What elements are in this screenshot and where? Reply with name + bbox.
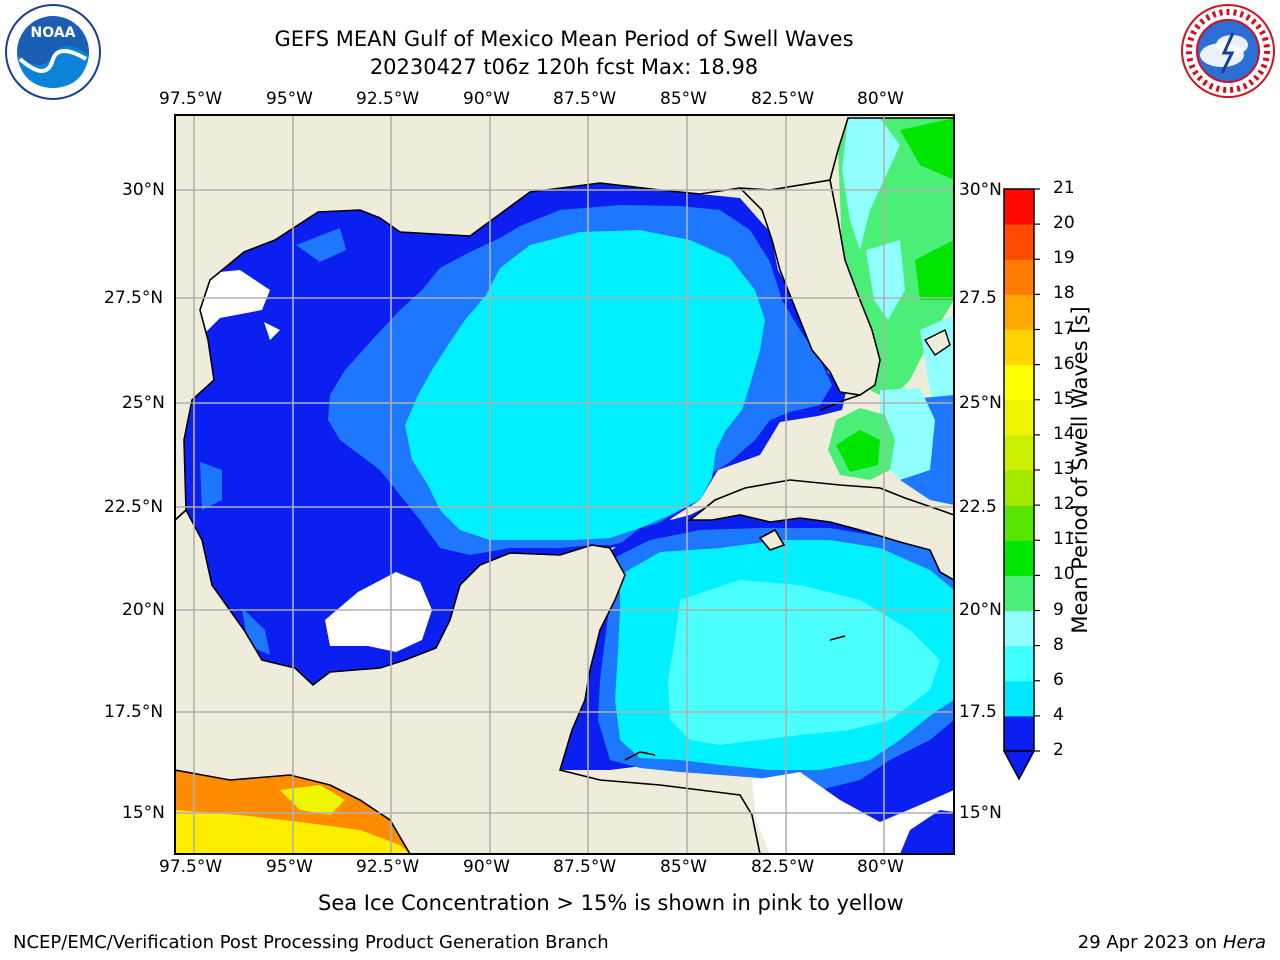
colorbar-tick-label: 4: [1053, 704, 1064, 725]
us-gulf-coast: [175, 115, 954, 522]
map-gridlines: [175, 115, 954, 854]
colorbar-tick-label: 21: [1053, 178, 1075, 198]
colorbar-tick-label: 14: [1053, 423, 1075, 444]
lat-tick-label: 30°N: [122, 180, 165, 200]
colorbar-segment: [1004, 434, 1034, 471]
colorbar-tick-label: 9: [1053, 599, 1064, 620]
host-name: Hera: [1222, 932, 1266, 953]
colorbar-segment: [1004, 540, 1034, 576]
florida-landmass: [737, 179, 881, 396]
no-data-region: [325, 572, 432, 652]
lon-tick-label: 90°W: [463, 89, 510, 109]
lat-tick-label: 17.5°N: [104, 702, 164, 722]
lon-tick-label: 85°W: [660, 857, 707, 877]
lat-tick-label: 30°N: [959, 180, 1002, 200]
lat-tick-label: 25°N: [122, 393, 165, 413]
svg-text:NOAA: NOAA: [31, 25, 76, 41]
lon-tick-label: 87.5°W: [553, 89, 617, 109]
cuba-landmass: [687, 479, 954, 581]
lon-tick-label: 95°W: [266, 857, 313, 877]
colorbar-segment: [1004, 645, 1034, 682]
period-band-6-8: [405, 230, 765, 540]
map-title: GEFS MEAN Gulf of Mexico Mean Period of …: [274, 27, 854, 51]
lon-tick-label: 92.5°W: [356, 857, 420, 877]
colorbar-segment: [1004, 715, 1034, 752]
date-text: 29 Apr 2023 on Hera: [1078, 932, 1266, 953]
lat-tick-label: 17.5: [959, 702, 997, 722]
lat-tick-label: 15°N: [959, 803, 1002, 823]
lat-tick-label: 22.5°N: [104, 497, 164, 517]
colorbar-tick-label: 12: [1053, 494, 1075, 515]
colorbar-tick-label: 2: [1053, 740, 1064, 760]
colorbar-tick-label: 18: [1053, 283, 1075, 304]
lon-tick-label: 90°W: [463, 857, 510, 877]
lat-tick-label: 27.5°N: [104, 288, 164, 308]
colorbar-tick-label: 16: [1053, 353, 1075, 374]
lon-tick-label: 87.5°W: [553, 857, 617, 877]
national-weather-service-logo: [1181, 4, 1275, 98]
lat-tick-label: 25°N: [959, 393, 1002, 413]
lat-tick-label: 20°N: [122, 600, 165, 620]
lat-tick-label: 27.5: [959, 288, 997, 308]
lon-tick-label: 97.5°W: [159, 89, 223, 109]
colorbar-tick-label: 19: [1053, 248, 1075, 269]
lon-tick-label: 82.5°W: [751, 857, 815, 877]
mexico-landmass: [175, 508, 761, 854]
colorbar-tick-label: 13: [1053, 459, 1075, 479]
no-data-region: [264, 322, 280, 340]
no-data-region: [188, 270, 270, 342]
lat-tick-label: 22.5: [959, 497, 997, 517]
colorbar-segment: [1004, 259, 1034, 295]
map-subtitle: 20230427 t06z 120h fcst Max: 18.98: [369, 55, 759, 79]
lon-tick-label: 95°W: [266, 89, 313, 109]
colorbar-segment: [1004, 575, 1034, 611]
colorbar-segment: [1004, 680, 1034, 717]
colorbar-segment: [1004, 329, 1034, 366]
colorbar-segment: [1004, 224, 1034, 260]
lon-tick-label: 80°W: [857, 857, 904, 877]
colorbar-tick-label: 8: [1053, 634, 1064, 655]
colorbar-segment: [1004, 294, 1034, 330]
colorbar-tick-label: 15: [1053, 388, 1075, 409]
colorbar-tick-label: 20: [1053, 213, 1075, 234]
colorbar-extend-arrow: [1002, 750, 1036, 781]
lon-tick-label: 92.5°W: [356, 89, 420, 109]
lat-tick-label: 15°N: [122, 803, 165, 823]
sea-ice-note: Sea Ice Concentration > 15% is shown in …: [318, 891, 904, 915]
credit-text: NCEP/EMC/Verification Post Processing Pr…: [13, 932, 609, 953]
colorbar: [1002, 188, 1040, 781]
colorbar-tick-label: 6: [1053, 669, 1064, 690]
lat-tick-label: 20°N: [959, 600, 1002, 620]
lon-tick-label: 82.5°W: [751, 89, 815, 109]
lon-tick-label: 85°W: [660, 89, 707, 109]
lon-tick-label: 97.5°W: [159, 857, 223, 877]
colorbar-tick-label: 11: [1053, 529, 1075, 550]
colorbar-tick-label: 10: [1053, 564, 1075, 585]
colorbar-label: Mean Period of Swell Waves [s]: [1068, 306, 1092, 634]
colorbar-segment: [1004, 505, 1034, 541]
date-value: 29 Apr 2023 on: [1077, 932, 1223, 953]
colorbar-segment: [1004, 189, 1034, 225]
colorbar-segment: [1004, 610, 1034, 647]
noaa-logo: NOAA: [5, 4, 101, 100]
colorbar-segment: [1004, 364, 1034, 401]
lon-tick-label: 80°W: [857, 89, 904, 109]
colorbar-segment: [1004, 470, 1034, 506]
map-frame: [174, 114, 955, 855]
colorbar-tick-label: 17: [1053, 318, 1075, 339]
colorbar-segment: [1004, 399, 1034, 436]
